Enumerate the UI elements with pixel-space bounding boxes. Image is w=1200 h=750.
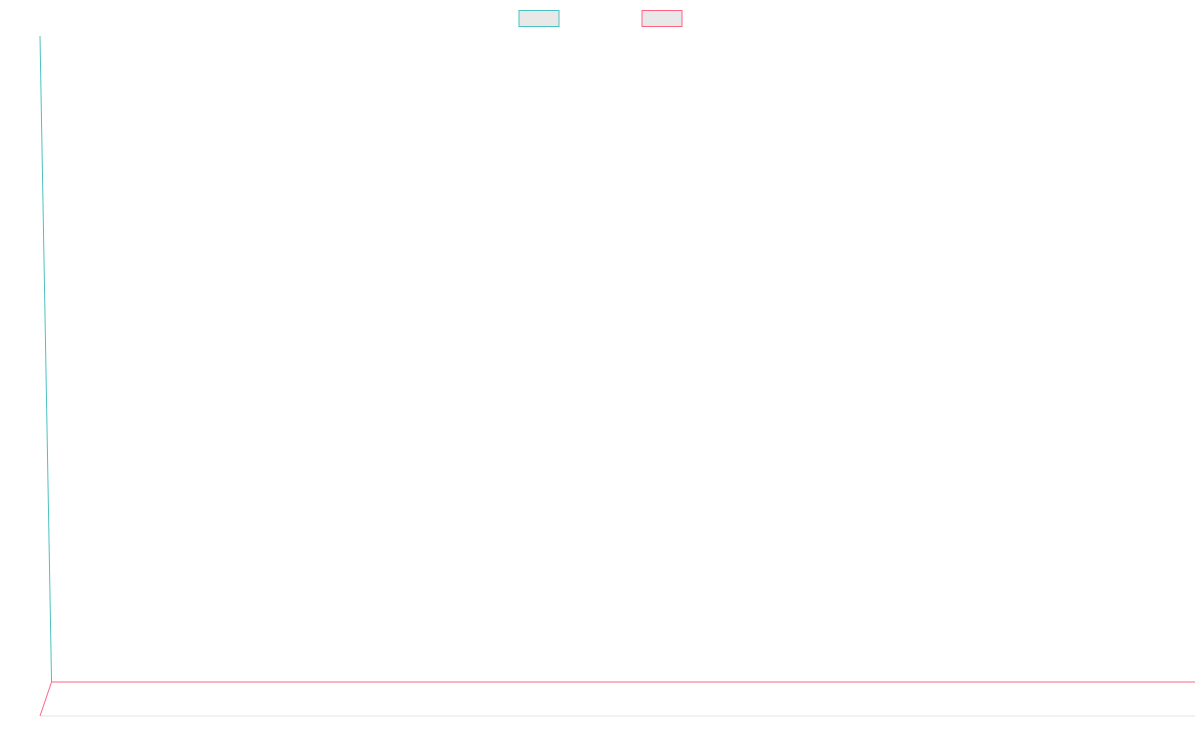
- legend-swatch-2: [641, 10, 683, 27]
- series-line-1: [39, 35, 1195, 683]
- chart-legend: [518, 10, 683, 27]
- legend-swatch-1: [518, 10, 560, 27]
- series-line-2: [39, 681, 1195, 717]
- legend-item-1: [518, 10, 560, 27]
- legend-item-2: [641, 10, 683, 27]
- chart-series: [39, 35, 1195, 717]
